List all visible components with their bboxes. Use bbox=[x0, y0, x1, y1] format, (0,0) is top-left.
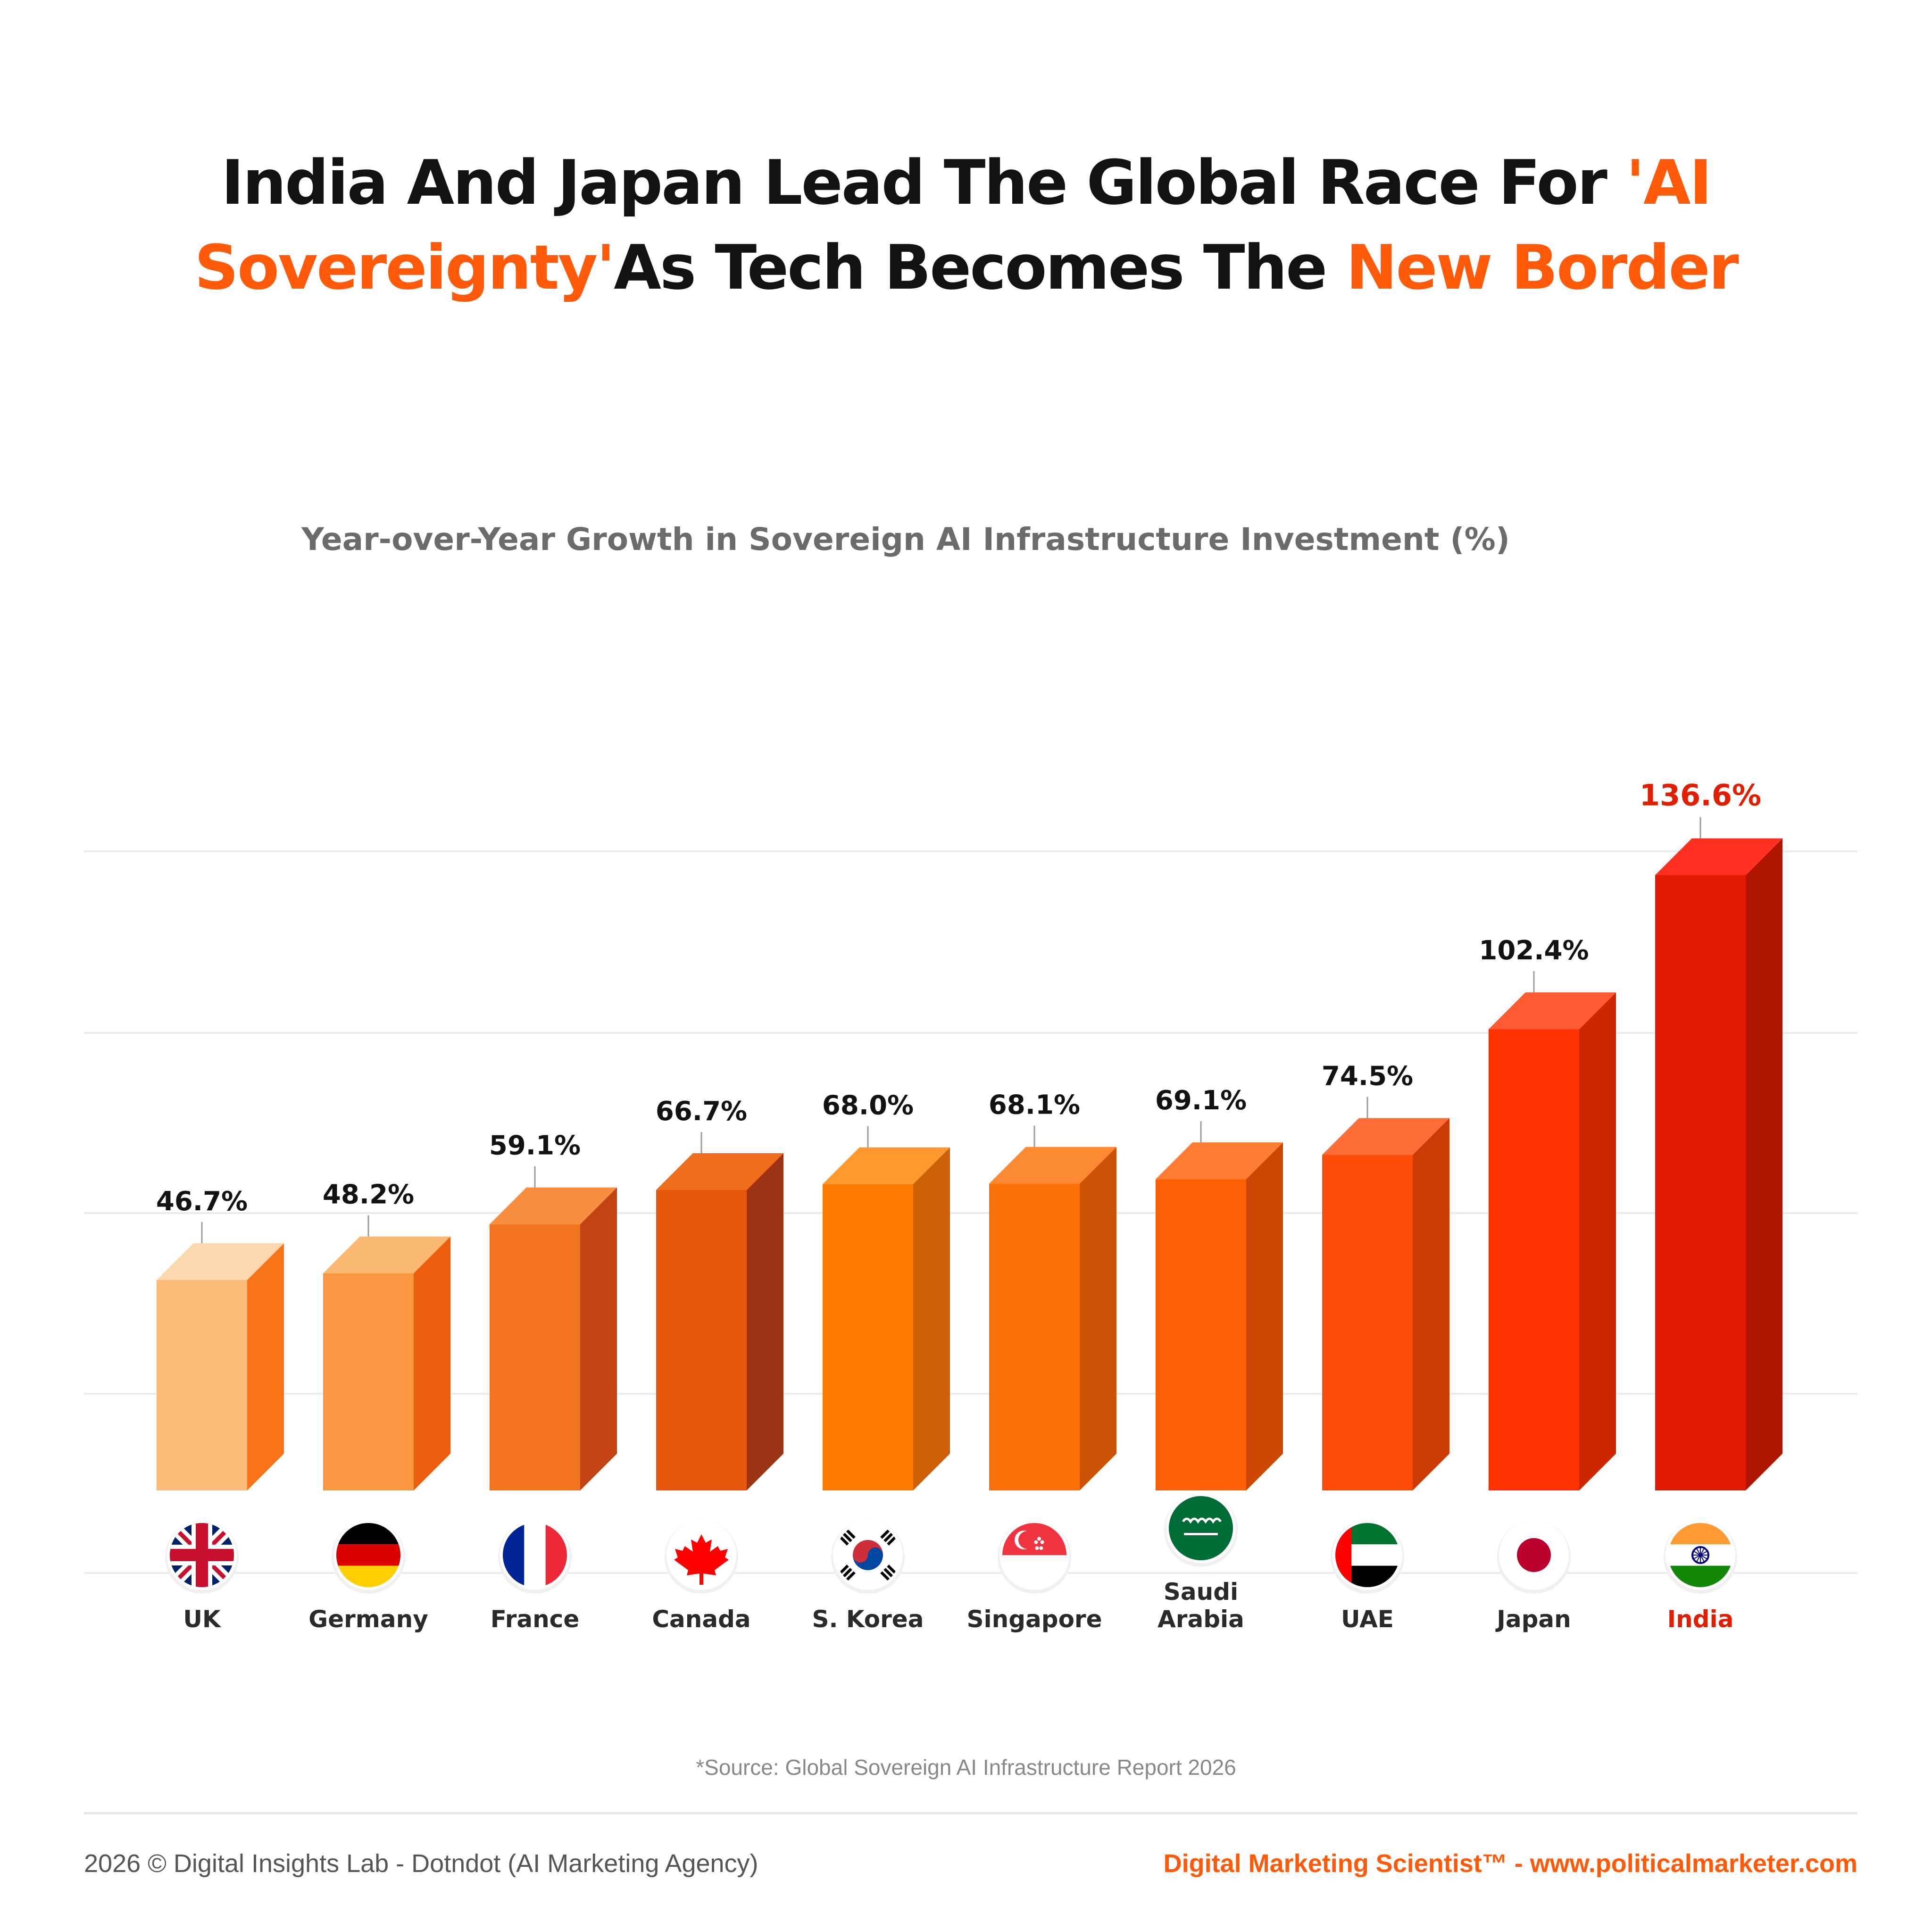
bar-germany bbox=[323, 1236, 450, 1490]
germany-flag-icon bbox=[332, 1520, 405, 1594]
france-flag-icon bbox=[498, 1520, 572, 1594]
category-label: S. Korea bbox=[812, 1606, 924, 1633]
headline-text-1: India And Japan Lead The Global Race For bbox=[221, 147, 1626, 219]
flag-body bbox=[170, 1523, 234, 1587]
bar-front-face bbox=[157, 1280, 247, 1490]
flag-body bbox=[503, 1523, 567, 1587]
flag-body bbox=[1668, 1523, 1732, 1587]
bar-india bbox=[1655, 838, 1782, 1490]
flag-body bbox=[1502, 1523, 1566, 1587]
headline-text-2: As Tech Becomes The bbox=[614, 232, 1346, 304]
value-label: 59.1% bbox=[489, 1131, 581, 1161]
bar-front-face bbox=[823, 1184, 913, 1490]
bar-side-face bbox=[247, 1243, 284, 1490]
south-korea-flag-icon bbox=[831, 1520, 905, 1594]
value-label: 102.4% bbox=[1479, 935, 1589, 966]
bar-front-face bbox=[1655, 875, 1746, 1490]
singapore-flag-icon bbox=[998, 1520, 1071, 1594]
bar-france bbox=[490, 1187, 617, 1490]
bar-top-face bbox=[1489, 992, 1616, 1030]
category-label: Canada bbox=[652, 1606, 750, 1633]
flag-body bbox=[1335, 1523, 1399, 1587]
bar-japan bbox=[1489, 992, 1616, 1490]
bar-front-face bbox=[989, 1183, 1080, 1490]
chart-title: Year-over-Year Growth in Sovereign AI In… bbox=[301, 521, 1510, 557]
bar-top-face bbox=[989, 1147, 1116, 1184]
footer-copyright: 2026 © Digital Insights Lab - Dotndot (A… bbox=[84, 1849, 758, 1878]
flag-body bbox=[336, 1523, 400, 1587]
bar-top-face bbox=[1156, 1142, 1283, 1180]
bar-side-face bbox=[414, 1236, 450, 1490]
bar-uae bbox=[1322, 1118, 1449, 1490]
value-label: 136.6% bbox=[1640, 778, 1761, 812]
bar-saudi-arabia bbox=[1156, 1142, 1283, 1490]
bar-top-face bbox=[490, 1187, 617, 1224]
headline-highlight-ai: 'AI bbox=[1626, 147, 1712, 219]
bar-top-face bbox=[1655, 838, 1782, 875]
value-label: 68.0% bbox=[822, 1090, 914, 1121]
bar-top-face bbox=[1322, 1118, 1449, 1155]
value-label: 69.1% bbox=[1155, 1085, 1247, 1116]
value-label: 68.1% bbox=[989, 1090, 1080, 1121]
bar-top-face bbox=[157, 1243, 284, 1281]
headline-highlight-new-border: New Border bbox=[1346, 232, 1739, 304]
category-label: Saudi Arabia bbox=[1158, 1578, 1244, 1633]
category-label: India bbox=[1667, 1606, 1734, 1633]
category-label: UK bbox=[183, 1606, 222, 1633]
footer-brand-link[interactable]: Digital Marketing Scientist™ - www.polit… bbox=[1163, 1849, 1857, 1878]
footer-divider bbox=[84, 1812, 1857, 1814]
uk-flag-icon bbox=[165, 1520, 239, 1594]
category-label: Singapore bbox=[967, 1606, 1102, 1633]
value-label: 66.7% bbox=[656, 1096, 747, 1127]
headline-highlight-sovereignty: Sovereignty' bbox=[194, 232, 615, 304]
bar-side-face bbox=[580, 1187, 617, 1490]
value-label: 48.2% bbox=[323, 1180, 414, 1210]
category-label: UAE bbox=[1341, 1606, 1394, 1633]
flag-body bbox=[669, 1523, 733, 1587]
bar-side-face bbox=[1413, 1118, 1449, 1490]
bar-side-face bbox=[1746, 838, 1782, 1490]
saudi-arabia-flag-icon bbox=[1164, 1493, 1238, 1567]
bar-front-face bbox=[1489, 1029, 1579, 1490]
headline-line-1: India And Japan Lead The Global Race For… bbox=[0, 140, 1932, 225]
category-label: Japan bbox=[1495, 1606, 1571, 1633]
headline: India And Japan Lead The Global Race For… bbox=[0, 140, 1932, 310]
bar-side-face bbox=[1579, 992, 1616, 1490]
value-label: 46.7% bbox=[156, 1186, 248, 1217]
bar-front-face bbox=[1322, 1155, 1413, 1490]
category-label: Germany bbox=[308, 1606, 428, 1633]
uae-flag-icon bbox=[1331, 1520, 1404, 1594]
category-label: France bbox=[491, 1606, 580, 1633]
flag-body bbox=[836, 1523, 900, 1587]
bar-singapore bbox=[989, 1147, 1116, 1490]
bar-side-face bbox=[1246, 1142, 1283, 1490]
bar-front-face bbox=[323, 1273, 414, 1490]
source-note: *Source: Global Sovereign AI Infrastruct… bbox=[696, 1755, 1236, 1780]
bar-top-face bbox=[656, 1153, 783, 1190]
flag-body bbox=[1002, 1523, 1066, 1587]
bar-canada bbox=[656, 1153, 783, 1490]
bar-top-face bbox=[823, 1147, 950, 1184]
headline-line-2: Sovereignty'As Tech Becomes The New Bord… bbox=[0, 225, 1932, 310]
bar-side-face bbox=[1080, 1147, 1116, 1490]
bar-uk bbox=[157, 1243, 284, 1490]
bar-s-korea bbox=[823, 1147, 950, 1490]
japan-flag-icon bbox=[1497, 1520, 1571, 1594]
canada-flag-icon bbox=[665, 1520, 738, 1594]
bar-side-face bbox=[747, 1153, 783, 1490]
bar-front-face bbox=[656, 1190, 747, 1490]
bar-front-face bbox=[490, 1224, 580, 1490]
bar-front-face bbox=[1156, 1179, 1246, 1490]
india-flag-icon bbox=[1664, 1520, 1737, 1594]
bar-side-face bbox=[913, 1147, 950, 1490]
flag-body bbox=[1169, 1496, 1233, 1560]
bar-top-face bbox=[323, 1236, 450, 1273]
value-label: 74.5% bbox=[1322, 1061, 1413, 1092]
